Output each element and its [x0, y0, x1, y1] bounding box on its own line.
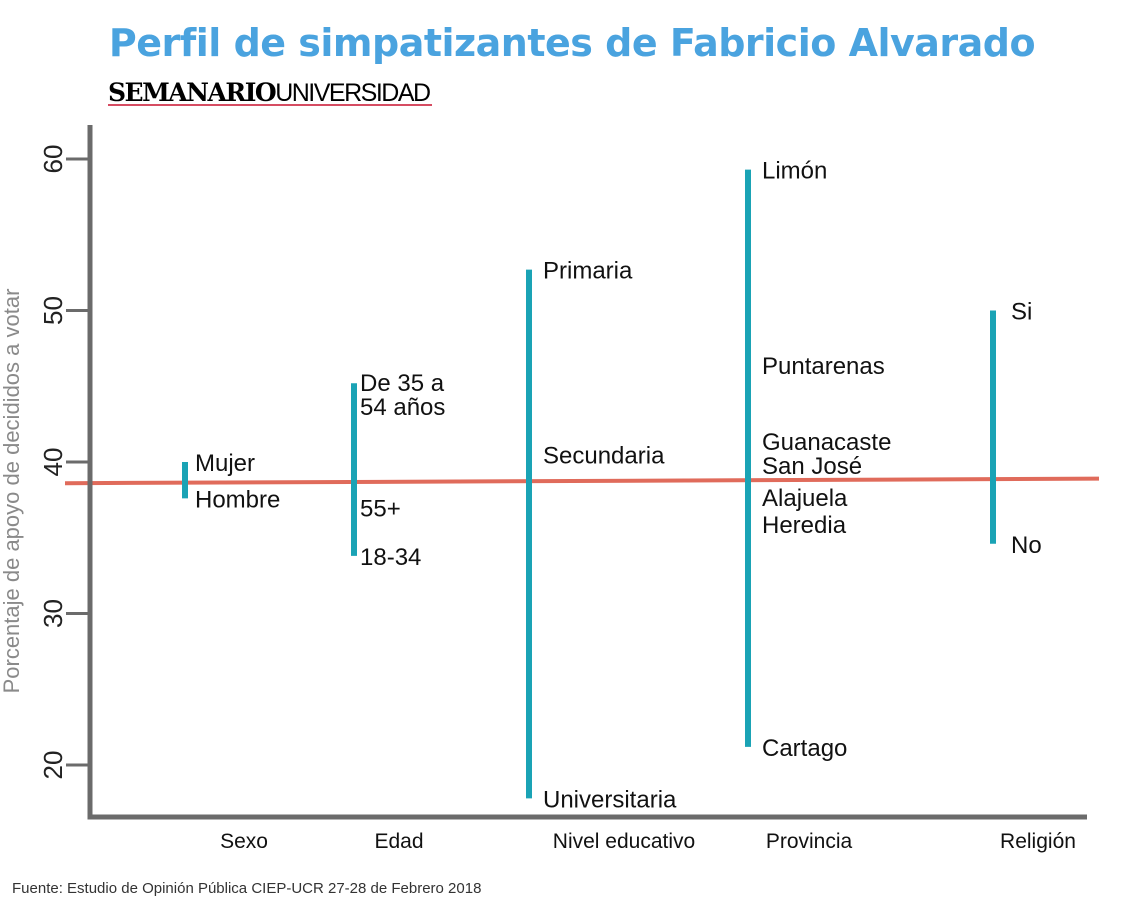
point-label: Hombre: [195, 486, 280, 513]
point-label: 18-34: [360, 544, 421, 571]
category-label: Provincia: [766, 830, 853, 853]
y-tick-label: 50: [38, 296, 68, 325]
point-label: Mujer: [195, 450, 255, 477]
brand-wordmark-strong: SEMANARIO: [108, 78, 276, 107]
y-axis-label: Porcentaje de apoyo de decididos a votar: [0, 289, 24, 694]
brand-wordmark-light: UNIVERSIDAD: [275, 79, 430, 107]
chart-title: Perfil de simpatizantes de Fabricio Alva…: [109, 21, 1035, 65]
point-label: De 35 a 54 años: [360, 370, 445, 421]
point-label: Puntarenas: [762, 353, 885, 380]
brand-wordmark: SEMANARIOUNIVERSIDAD: [108, 78, 430, 107]
point-label: Universitaria: [543, 786, 677, 813]
brand-logo: SEMANARIOUNIVERSIDAD: [108, 78, 432, 107]
point-label: Guanacaste: [762, 429, 891, 456]
point-label: Alajuela: [762, 485, 848, 512]
category-ranges: Mujer Hombre De 35 a 54 años 55+ 18-34 Primari…: [182, 158, 1042, 813]
reference-line: [64, 476, 1100, 486]
axes: [87, 125, 1087, 820]
point-label: Si: [1011, 299, 1032, 326]
point-label: Heredia: [762, 512, 847, 539]
point-label: San José: [762, 453, 862, 480]
point-label: Cartago: [762, 735, 847, 762]
y-tick-label: 60: [38, 145, 68, 174]
category-label: Sexo: [220, 830, 268, 853]
category-label: Religión: [1000, 830, 1076, 853]
point-label: Limón: [762, 158, 827, 185]
category-label: Nivel educativo: [553, 830, 695, 853]
category-label: Edad: [374, 830, 423, 853]
y-tick-label: 30: [38, 599, 68, 628]
source-note: Fuente: Estudio de Opinión Pública CIEP-…: [12, 880, 481, 897]
point-label: No: [1011, 532, 1042, 559]
y-tick-label: 40: [38, 448, 68, 477]
point-label: Primaria: [543, 258, 633, 285]
point-label: Secundaria: [543, 442, 665, 469]
category-labels: Sexo Edad Nivel educativo Provincia Religión: [220, 830, 1076, 853]
point-label: 55+: [360, 495, 401, 522]
y-tick-label: 20: [38, 751, 68, 780]
y-axis-ticks: 20 30 40 50 60: [38, 145, 90, 780]
